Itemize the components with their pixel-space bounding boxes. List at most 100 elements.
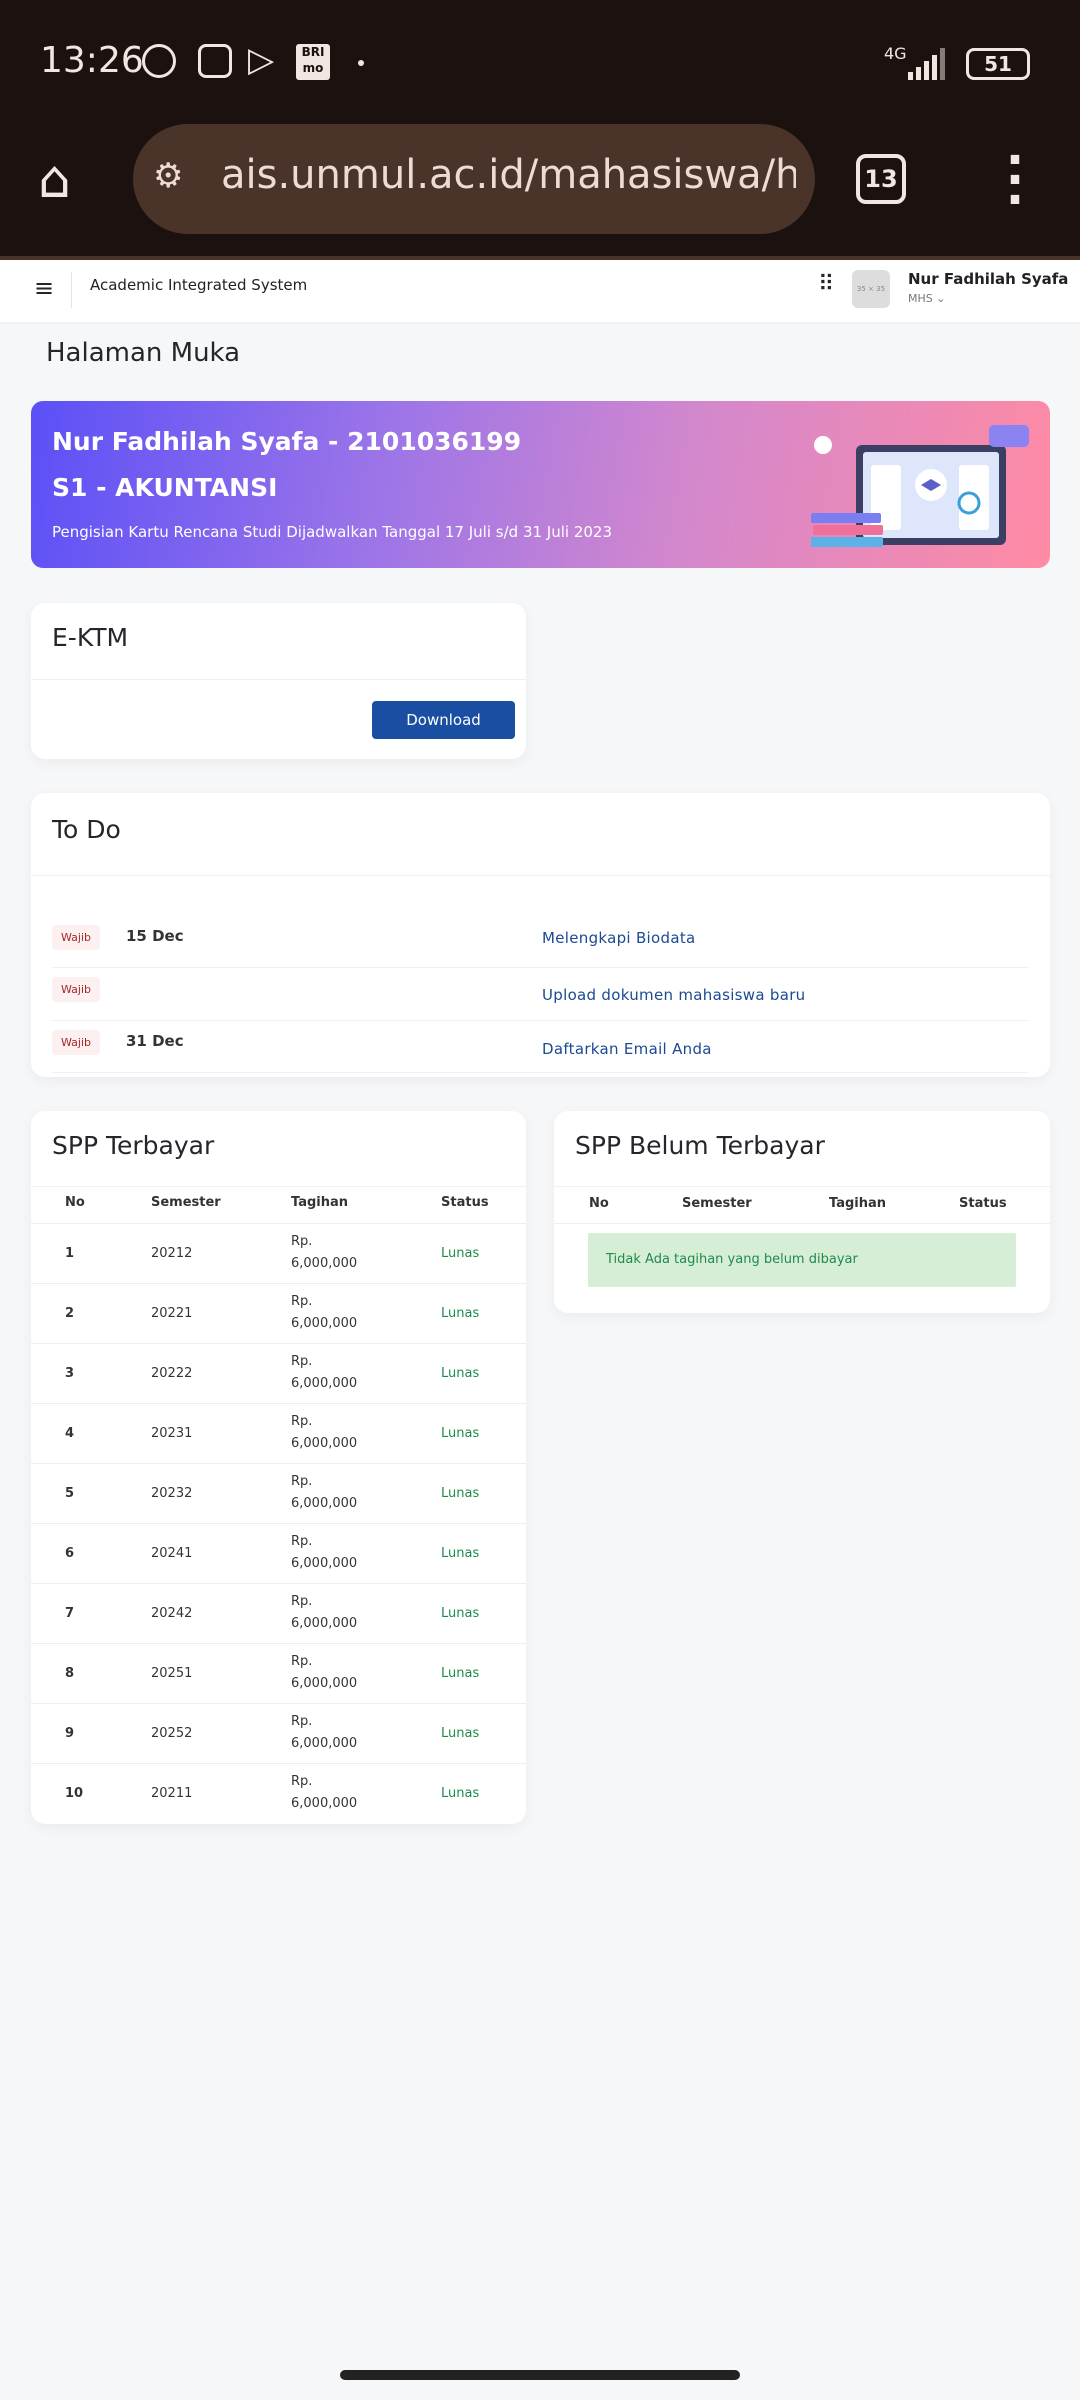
required-badge: Wajib <box>52 977 100 1002</box>
amount: 6,000,000 <box>291 1496 358 1511</box>
todo-link[interactable]: Upload dokumen mahasiswa baru <box>542 986 806 1004</box>
battery-icon: 51 <box>966 48 1030 80</box>
network-type: 4G <box>884 44 907 63</box>
table-row: 4 20231 Rp. 6,000,000 Lunas <box>31 1402 526 1463</box>
todo-item: Wajib 15 Dec Melengkapi Biodata <box>52 917 1029 968</box>
spp-paid-title: SPP Terbayar <box>52 1131 215 1160</box>
spp-paid-card: SPP Terbayar No Semester Tagihan Status … <box>31 1111 526 1824</box>
site-settings-icon[interactable]: ⚙ <box>153 156 184 196</box>
col-no: No <box>589 1195 609 1211</box>
cell-tagihan: Rp. 6,000,000 <box>291 1342 441 1403</box>
cell-semester: 20232 <box>151 1462 291 1523</box>
cell-no: 9 <box>31 1702 151 1763</box>
signal-icon <box>900 46 946 80</box>
cell-status: Lunas <box>441 1402 526 1463</box>
cell-no: 7 <box>31 1582 151 1643</box>
student-name-id: Nur Fadhilah Syafa - 2101036199 <box>52 427 522 456</box>
col-semester: Semester <box>682 1195 752 1211</box>
cell-status: Lunas <box>441 1282 526 1343</box>
amount: 6,000,000 <box>291 1316 358 1331</box>
currency: Rp. <box>291 1234 313 1249</box>
avatar[interactable]: 35 × 35 <box>852 270 890 308</box>
url-text[interactable]: ais.unmul.ac.id/mahasiswa/h <box>221 152 796 198</box>
amount: 6,000,000 <box>291 1376 358 1391</box>
status-bar: 13:26 ▷ BRI mo 4G 51 ⌂ ⚙ ais.unmul.ac.id… <box>0 0 1080 258</box>
table-row: 1 20212 Rp. 6,000,000 Lunas <box>31 1222 526 1283</box>
amount: 6,000,000 <box>291 1676 358 1691</box>
cell-no: 2 <box>31 1282 151 1343</box>
cell-status: Lunas <box>441 1462 526 1523</box>
cell-semester: 20251 <box>151 1642 291 1703</box>
divider <box>71 272 72 308</box>
cell-tagihan: Rp. 6,000,000 <box>291 1402 441 1463</box>
cell-semester: 20231 <box>151 1402 291 1463</box>
cell-status: Lunas <box>441 1642 526 1703</box>
cell-tagihan: Rp. 6,000,000 <box>291 1282 441 1343</box>
cell-no: 5 <box>31 1462 151 1523</box>
cell-semester: 20211 <box>151 1762 291 1823</box>
spp-paid-table: No Semester Tagihan Status 1 20212 Rp. 6,… <box>31 1183 526 1823</box>
currency: Rp. <box>291 1294 313 1309</box>
col-semester: Semester <box>151 1195 221 1211</box>
cell-semester: 20242 <box>151 1582 291 1643</box>
col-status: Status <box>441 1195 489 1211</box>
divider <box>554 1223 1050 1224</box>
required-badge: Wajib <box>52 925 100 950</box>
tab-switcher-button[interactable]: 13 <box>856 154 906 204</box>
clock: 13:26 <box>40 40 144 81</box>
bri-mo-icon: BRI mo <box>296 44 330 80</box>
cell-status: Lunas <box>441 1702 526 1763</box>
download-ektm-button[interactable]: Download <box>372 701 515 739</box>
cell-tagihan: Rp. 6,000,000 <box>291 1702 441 1763</box>
toolbar-divider <box>0 256 1080 260</box>
user-role-dropdown[interactable]: MHS ⌄ <box>908 292 946 305</box>
todo-link[interactable]: Melengkapi Biodata <box>542 929 696 947</box>
table-row: 7 20242 Rp. 6,000,000 Lunas <box>31 1582 526 1643</box>
more-notifications-icon <box>358 60 364 66</box>
cell-semester: 20212 <box>151 1222 291 1283</box>
address-bar[interactable]: ⚙ ais.unmul.ac.id/mahasiswa/h <box>133 124 815 234</box>
cell-tagihan: Rp. 6,000,000 <box>291 1522 441 1583</box>
divider <box>31 1186 526 1187</box>
page-title: Halaman Muka <box>46 338 241 368</box>
app-title: Academic Integrated System <box>90 276 308 294</box>
currency: Rp. <box>291 1354 313 1369</box>
cell-status: Lunas <box>441 1762 526 1823</box>
cell-no: 6 <box>31 1522 151 1583</box>
welcome-banner: Nur Fadhilah Syafa - 2101036199 S1 - AKU… <box>31 401 1050 568</box>
apps-grid-icon[interactable]: ⠿ <box>818 272 834 297</box>
todo-link[interactable]: Daftarkan Email Anda <box>542 1040 712 1058</box>
col-status: Status <box>959 1195 1007 1211</box>
cell-semester: 20241 <box>151 1522 291 1583</box>
amount: 6,000,000 <box>291 1556 358 1571</box>
user-name[interactable]: Nur Fadhilah Syafa <box>908 270 1069 288</box>
cell-no: 8 <box>31 1642 151 1703</box>
table-row: 6 20241 Rp. 6,000,000 Lunas <box>31 1522 526 1583</box>
krs-schedule-note: Pengisian Kartu Rencana Studi Dijadwalka… <box>52 523 613 541</box>
todo-date: 31 Dec <box>126 1032 184 1050</box>
cell-semester: 20222 <box>151 1342 291 1403</box>
app-header: ≡ Academic Integrated System ⠿ 35 × 35 N… <box>0 260 1080 322</box>
cell-tagihan: Rp. 6,000,000 <box>291 1642 441 1703</box>
cell-no: 4 <box>31 1402 151 1463</box>
divider <box>31 875 1050 876</box>
amount: 6,000,000 <box>291 1796 358 1812</box>
table-row: 9 20252 Rp. 6,000,000 Lunas <box>31 1702 526 1763</box>
home-gesture-handle[interactable] <box>340 2370 740 2380</box>
home-icon[interactable]: ⌂ <box>38 150 72 210</box>
spp-unpaid-card: SPP Belum Terbayar No Semester Tagihan S… <box>554 1111 1050 1313</box>
amount: 6,000,000 <box>291 1436 358 1451</box>
currency: Rp. <box>291 1774 313 1790</box>
amount: 6,000,000 <box>291 1616 358 1631</box>
currency: Rp. <box>291 1714 313 1729</box>
col-no: No <box>65 1195 85 1211</box>
divider <box>554 1186 1050 1187</box>
cell-semester: 20221 <box>151 1282 291 1343</box>
cell-tagihan: Rp. 6,000,000 <box>291 1762 441 1823</box>
cell-tagihan: Rp. 6,000,000 <box>291 1582 441 1643</box>
currency: Rp. <box>291 1654 313 1669</box>
menu-icon[interactable]: ≡ <box>34 274 55 302</box>
more-vert-icon[interactable]: · · · <box>1005 132 1025 228</box>
todo-card: To Do Wajib 15 Dec Melengkapi Biodata Wa… <box>31 793 1050 1077</box>
spp-unpaid-title: SPP Belum Terbayar <box>575 1131 825 1160</box>
